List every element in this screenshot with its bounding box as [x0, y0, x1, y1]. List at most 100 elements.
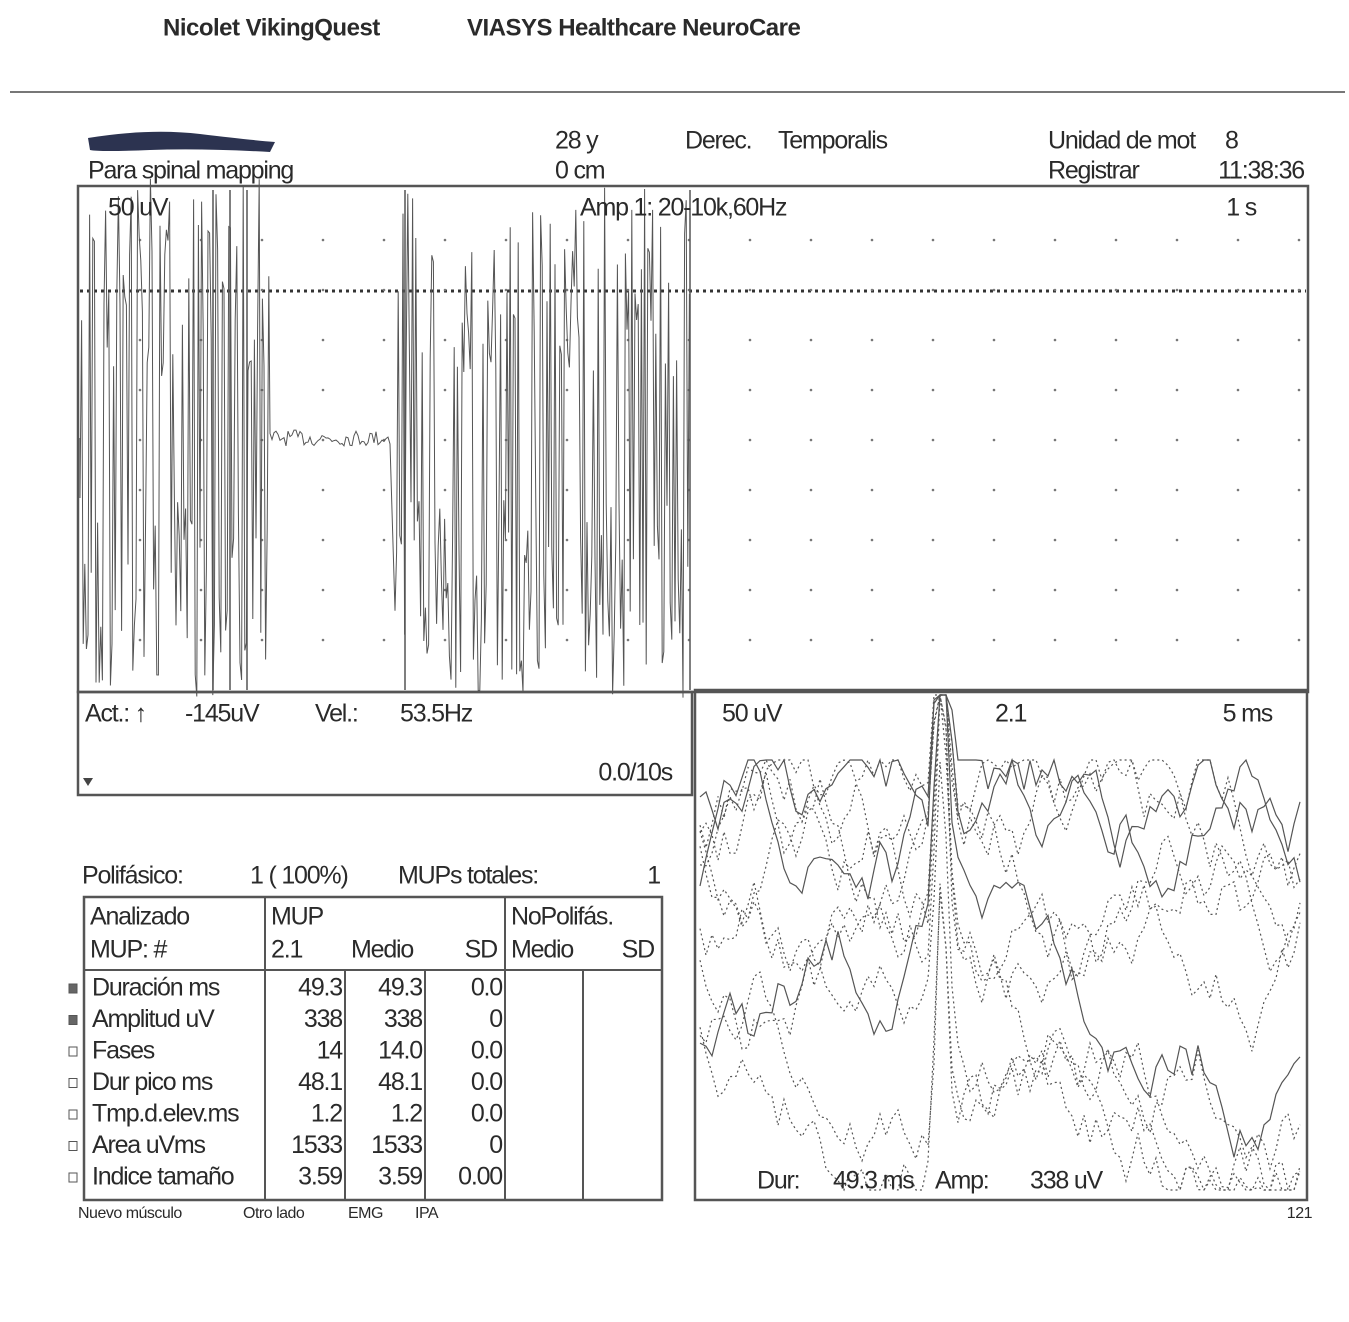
- page-number: 121: [1287, 1205, 1313, 1222]
- column-header: Analizado: [90, 903, 189, 931]
- trace-sweep: 1 s: [1226, 194, 1256, 222]
- grid-dot: [321, 388, 325, 392]
- mup-trace: [699, 694, 1301, 973]
- grid-dot: [565, 438, 569, 442]
- emg-trace: [79, 178, 691, 698]
- row-label: Indice tamaño: [92, 1163, 234, 1191]
- grid-dot: [1236, 488, 1240, 492]
- grid-dot: [321, 438, 325, 442]
- grid-dot: [565, 638, 569, 642]
- cell-value: 0.0: [471, 1100, 502, 1128]
- column-header: MUP: [271, 903, 323, 931]
- grid-dot: [1053, 488, 1057, 492]
- row-label: Tmp.d.elev.ms: [92, 1100, 239, 1128]
- grid-dot: [1175, 288, 1179, 292]
- grid-dot: [626, 238, 630, 242]
- grid-dot: [443, 438, 447, 442]
- grid-dots: [138, 238, 1301, 642]
- grid-dot: [992, 588, 996, 592]
- grid-dot: [138, 388, 142, 392]
- grid-dot: [382, 588, 386, 592]
- row-checkbox: [68, 983, 78, 994]
- distance: 0 cm: [555, 157, 605, 185]
- grid-dot: [1236, 338, 1240, 342]
- grid-dot: [321, 538, 325, 542]
- mup-trace: [699, 694, 1301, 988]
- row-label: Amplitud uV: [92, 1005, 215, 1033]
- grid-dot: [1297, 488, 1301, 492]
- grid-dot: [260, 288, 264, 292]
- grid-dot: [748, 488, 752, 492]
- grid-dot: [1297, 388, 1301, 392]
- grid-dot: [504, 588, 508, 592]
- grid-dot: [626, 588, 630, 592]
- grid-dot: [443, 338, 447, 342]
- grid-dot: [1114, 488, 1118, 492]
- brand: Nicolet VikingQuest: [163, 14, 380, 41]
- grid-dot: [870, 238, 874, 242]
- grid-dot: [565, 538, 569, 542]
- cell-value: 0.00: [458, 1163, 502, 1191]
- grid-dot: [443, 638, 447, 642]
- grid-dot: [626, 538, 630, 542]
- cell-value: 1533: [291, 1131, 342, 1159]
- grid-dot: [931, 638, 935, 642]
- grid-dot: [1175, 588, 1179, 592]
- cell-value: 14.0: [378, 1037, 422, 1065]
- grid-dot: [382, 488, 386, 492]
- grid-dot: [992, 538, 996, 542]
- column-header: SD: [465, 936, 497, 964]
- grid-dot: [931, 388, 935, 392]
- cell-value: 48.1: [378, 1068, 422, 1096]
- grid-dot: [992, 338, 996, 342]
- grid-dot: [565, 288, 569, 292]
- grid-dot: [443, 238, 447, 242]
- grid-dot: [1175, 538, 1179, 542]
- column-header: Medio: [511, 936, 573, 964]
- grid-dot: [992, 388, 996, 392]
- column-header: Medio: [351, 936, 413, 964]
- grid-dot: [809, 488, 813, 492]
- grid-dot: [626, 438, 630, 442]
- amp-value: 338 uV: [1030, 1167, 1104, 1195]
- cell-value: 0.0: [471, 1037, 502, 1065]
- grid-dot: [1053, 338, 1057, 342]
- cell-value: 338: [304, 1005, 342, 1033]
- grid-dot: [809, 338, 813, 342]
- grid-dot: [443, 288, 447, 292]
- grid-dot: [382, 288, 386, 292]
- grid-dot: [565, 238, 569, 242]
- grid-dot: [1236, 388, 1240, 392]
- cell-value: 0: [489, 1131, 502, 1159]
- row-label: Area uVms: [92, 1131, 206, 1159]
- grid-dot: [382, 538, 386, 542]
- grid-dot: [1114, 288, 1118, 292]
- company: VIASYS Healthcare NeuroCare: [467, 14, 800, 41]
- amp-label: Amp:: [935, 1167, 989, 1195]
- grid-dot: [626, 638, 630, 642]
- column-header: NoPolifás.: [511, 903, 613, 931]
- footer-button: Otro lado: [243, 1205, 305, 1222]
- row-checkbox: [68, 1046, 78, 1057]
- grid-dot: [748, 388, 752, 392]
- grid-dot: [748, 338, 752, 342]
- cell-value: 338: [384, 1005, 422, 1033]
- grid-dot: [870, 588, 874, 592]
- grid-dot: [138, 638, 142, 642]
- row-checkbox: [68, 1141, 78, 1151]
- row-label: Duración ms: [92, 974, 220, 1002]
- grid-dot: [565, 488, 569, 492]
- grid-dot: [1236, 638, 1240, 642]
- grid-dot: [260, 238, 264, 242]
- row-label: Fases: [92, 1037, 155, 1065]
- grid-dot: [321, 338, 325, 342]
- grid-dot: [1297, 638, 1301, 642]
- grid-dot: [1297, 338, 1301, 342]
- scroll-arrow: [83, 778, 93, 786]
- grid-dot: [748, 238, 752, 242]
- grid-dot: [138, 488, 142, 492]
- grid-dot: [748, 638, 752, 642]
- total-label: MUPs totales:: [398, 862, 538, 890]
